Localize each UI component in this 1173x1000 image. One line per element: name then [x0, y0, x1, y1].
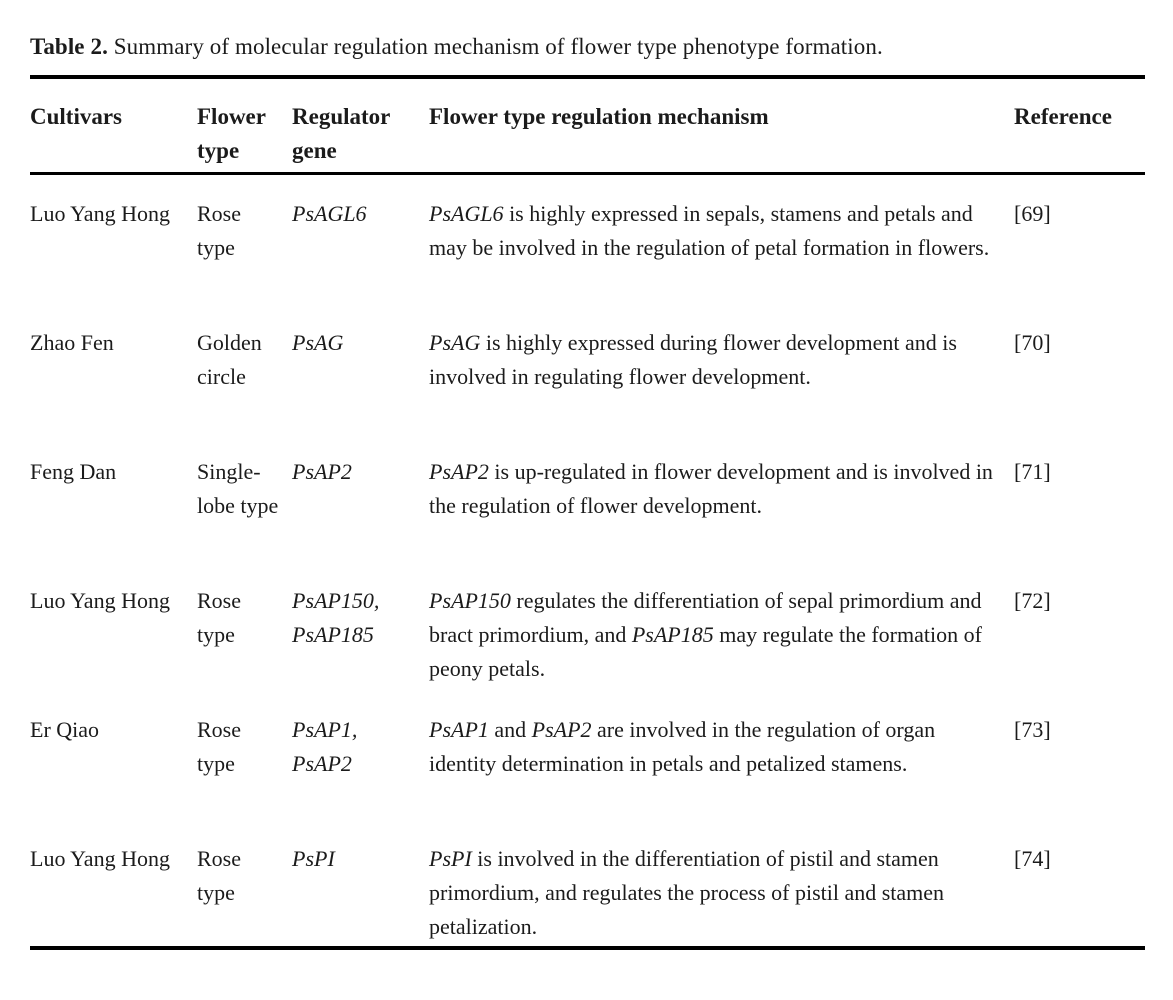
cell-reference: [73] — [1014, 717, 1051, 742]
cell-regulator-gene: PsAGL6 — [292, 201, 367, 226]
cell-regulator-gene: PsAP1, PsAP2 — [292, 717, 358, 776]
cell-cultivar: Er Qiao — [30, 717, 100, 742]
header-reference: Reference — [1014, 104, 1112, 129]
table-caption: Table 2. Summary of molecular regulation… — [30, 33, 1145, 61]
table-header-row: Cultivars Flower type Regulator gene Flo… — [30, 79, 1145, 172]
table-row: Feng Dan Single-lobe type PsAP2 PsAP2 is… — [30, 455, 1145, 557]
cell-regulator-gene: PsPI — [292, 846, 335, 871]
cell-cultivar: Feng Dan — [30, 459, 117, 484]
cell-cultivar: Luo Yang Hong — [30, 201, 170, 226]
table-row: Luo Yang Hong Rose type PsPI PsPI is inv… — [30, 842, 1145, 944]
cell-mechanism: PsAGL6 is highly expressed in sepals, st… — [429, 201, 990, 260]
cell-flower-type: Rose type — [197, 588, 241, 647]
cell-cultivar: Luo Yang Hong — [30, 846, 170, 871]
table-row: Er Qiao Rose type PsAP1, PsAP2 PsAP1 and… — [30, 713, 1145, 815]
header-regulator-gene: Regulator gene — [292, 104, 390, 163]
cell-regulator-gene: PsAP150, PsAP185 — [292, 588, 380, 647]
cell-regulator-gene: PsAP2 — [292, 459, 352, 484]
cell-reference: [72] — [1014, 588, 1051, 613]
cell-flower-type: Single-lobe type — [197, 459, 279, 518]
cell-reference: [74] — [1014, 846, 1051, 871]
caption-text: Summary of molecular regulation mechanis… — [113, 34, 883, 59]
header-mechanism: Flower type regulation mechanism — [429, 104, 769, 129]
table-row: Zhao Fen Golden circle PsAG PsAG is high… — [30, 326, 1145, 428]
table-body: Luo Yang Hong Rose type PsAGL6 PsAGL6 is… — [30, 175, 1145, 944]
table-row: Luo Yang Hong Rose type PsAP150, PsAP185… — [30, 584, 1145, 686]
cell-reference: [71] — [1014, 459, 1051, 484]
caption-label: Table 2. — [30, 34, 108, 59]
cell-flower-type: Rose type — [197, 846, 241, 905]
header-flower-type: Flower type — [197, 104, 266, 163]
cell-flower-type: Rose type — [197, 201, 241, 260]
cell-reference: [70] — [1014, 330, 1051, 355]
cell-cultivar: Zhao Fen — [30, 330, 114, 355]
cell-mechanism: PsAP1 and PsAP2 are involved in the regu… — [429, 717, 936, 776]
cell-flower-type: Rose type — [197, 717, 241, 776]
cell-mechanism: PsPI is involved in the differentiation … — [429, 846, 945, 939]
bottom-rule — [30, 946, 1145, 950]
table-row: Luo Yang Hong Rose type PsAGL6 PsAGL6 is… — [30, 197, 1145, 299]
cell-regulator-gene: PsAG — [292, 330, 344, 355]
top-rule — [30, 75, 1145, 79]
header-rule — [30, 172, 1145, 175]
cell-mechanism: PsAG is highly expressed during flower d… — [429, 330, 957, 389]
header-cultivars: Cultivars — [30, 104, 122, 129]
cell-cultivar: Luo Yang Hong — [30, 588, 170, 613]
cell-flower-type: Golden circle — [197, 330, 262, 389]
cell-reference: [69] — [1014, 201, 1051, 226]
cell-mechanism: PsAP150 regulates the differentiation of… — [429, 588, 982, 681]
cell-mechanism: PsAP2 is up-regulated in flower developm… — [429, 459, 993, 518]
